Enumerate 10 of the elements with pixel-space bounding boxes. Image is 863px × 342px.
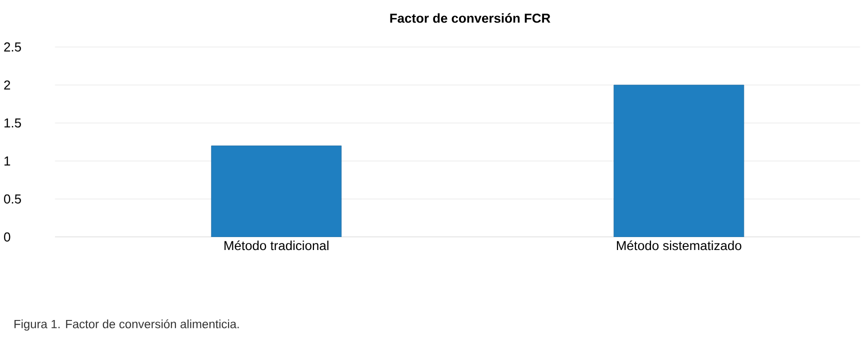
chart-title: Factor de conversión FCR	[390, 13, 550, 23]
y-tick-label: 2.5	[4, 42, 21, 52]
y-tick-label: 1.5	[4, 118, 21, 128]
text: Figura 1. Factor de conversión alimenticia.	[14, 319, 239, 331]
x-tick-label: Método sistematizado	[616, 240, 742, 250]
y-tick-label: 1	[4, 156, 10, 166]
y-tick-label: 2	[4, 80, 10, 90]
x-tick-label: Método tradicional	[224, 240, 328, 250]
y-tick-label: 0	[4, 232, 10, 242]
y-tick-label: 0.5	[4, 194, 21, 204]
